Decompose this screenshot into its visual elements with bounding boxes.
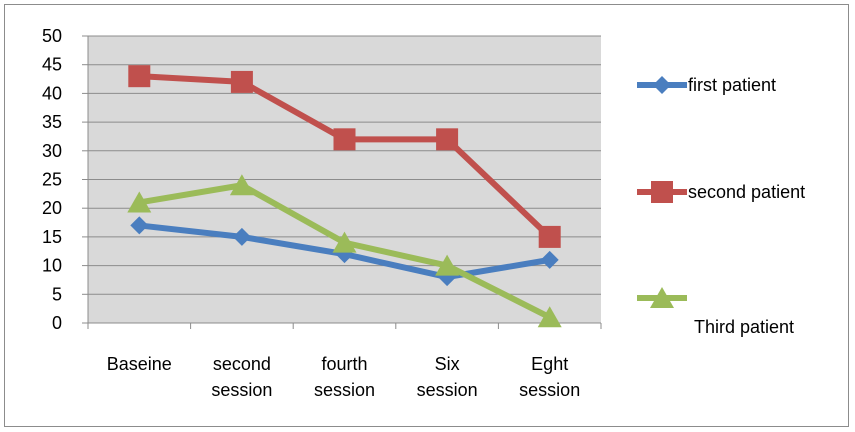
series-lines (127, 65, 562, 328)
data-point (436, 128, 459, 151)
legend-item: second patient (637, 181, 805, 203)
y-tick-label: 40 (42, 83, 62, 103)
data-point (537, 306, 562, 328)
x-tick-labels: Baseine second session fourth session Six sess… (107, 354, 580, 400)
data-point (540, 250, 559, 269)
series-second-patient (128, 65, 561, 248)
y-tick-label: 45 (42, 55, 62, 75)
y-tick-label: 50 (42, 26, 62, 46)
data-point (332, 231, 357, 253)
axes (87, 36, 602, 329)
data-point (130, 216, 149, 235)
y-tick-label: 25 (42, 170, 62, 190)
y-tick-labels: 0 5 10 15 20 25 30 35 40 45 50 (42, 26, 62, 333)
x-tick-label: second session (211, 354, 272, 400)
legend-label: Third patient (694, 317, 794, 337)
data-point (230, 70, 253, 93)
legend-marker (650, 287, 674, 308)
data-point (435, 254, 460, 276)
data-point (538, 225, 561, 248)
data-point (127, 191, 152, 213)
y-tick-label: 0 (52, 313, 62, 333)
y-tick-label: 15 (42, 227, 62, 247)
y-tick-label: 30 (42, 141, 62, 161)
y-tick-label: 5 (52, 284, 62, 304)
y-tick-label: 20 (42, 198, 62, 218)
legend-label: second patient (688, 182, 805, 202)
y-tick-label: 10 (42, 256, 62, 276)
data-point (128, 65, 151, 88)
x-tick-label: Eght session (519, 354, 580, 400)
data-point (232, 227, 251, 246)
y-tick-label: 35 (42, 112, 62, 132)
legend-item: first patient (637, 75, 776, 95)
legend-label: first patient (688, 75, 776, 95)
series-first-patient (130, 216, 559, 287)
x-tick-label: fourth session (314, 354, 375, 400)
legend-marker (653, 76, 671, 94)
data-point (333, 128, 356, 151)
x-tick-label: Baseine (107, 354, 172, 374)
data-point (229, 174, 254, 196)
legend-item: Third patient (637, 287, 794, 337)
series-third-patient (127, 174, 562, 328)
x-tick-label: Six session (417, 354, 478, 400)
legend: first patient second patient Third patient (637, 75, 805, 337)
legend-marker (651, 181, 673, 203)
